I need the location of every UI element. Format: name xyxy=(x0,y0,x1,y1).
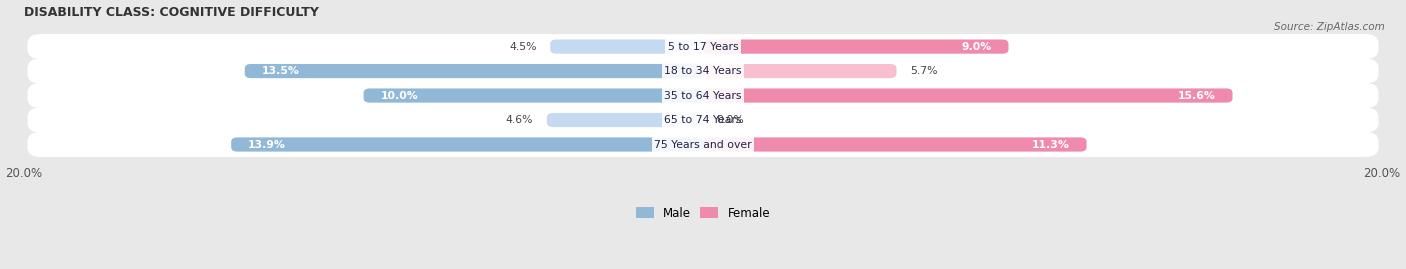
Text: 5 to 17 Years: 5 to 17 Years xyxy=(668,42,738,52)
Text: 15.6%: 15.6% xyxy=(1178,91,1216,101)
FancyBboxPatch shape xyxy=(550,40,703,54)
FancyBboxPatch shape xyxy=(28,59,1378,84)
FancyBboxPatch shape xyxy=(703,89,1233,103)
FancyBboxPatch shape xyxy=(28,34,1378,59)
FancyBboxPatch shape xyxy=(28,132,1378,157)
Legend: Male, Female: Male, Female xyxy=(631,202,775,224)
FancyBboxPatch shape xyxy=(245,64,703,78)
Text: 13.9%: 13.9% xyxy=(247,140,285,150)
FancyBboxPatch shape xyxy=(703,137,1087,152)
FancyBboxPatch shape xyxy=(364,89,703,103)
Text: 13.5%: 13.5% xyxy=(262,66,299,76)
Text: DISABILITY CLASS: COGNITIVE DIFFICULTY: DISABILITY CLASS: COGNITIVE DIFFICULTY xyxy=(24,6,319,19)
Text: 0.0%: 0.0% xyxy=(717,115,744,125)
FancyBboxPatch shape xyxy=(703,40,1008,54)
Text: 4.6%: 4.6% xyxy=(506,115,533,125)
Text: 5.7%: 5.7% xyxy=(910,66,938,76)
FancyBboxPatch shape xyxy=(28,83,1378,108)
Text: 10.0%: 10.0% xyxy=(381,91,418,101)
Text: 75 Years and over: 75 Years and over xyxy=(654,140,752,150)
Text: 65 to 74 Years: 65 to 74 Years xyxy=(664,115,742,125)
FancyBboxPatch shape xyxy=(28,108,1378,133)
FancyBboxPatch shape xyxy=(231,137,703,152)
Text: 35 to 64 Years: 35 to 64 Years xyxy=(664,91,742,101)
Text: 18 to 34 Years: 18 to 34 Years xyxy=(664,66,742,76)
Text: 4.5%: 4.5% xyxy=(509,42,537,52)
Text: 11.3%: 11.3% xyxy=(1032,140,1070,150)
FancyBboxPatch shape xyxy=(703,64,897,78)
Text: Source: ZipAtlas.com: Source: ZipAtlas.com xyxy=(1274,22,1385,31)
FancyBboxPatch shape xyxy=(547,113,703,127)
Text: 9.0%: 9.0% xyxy=(962,42,991,52)
